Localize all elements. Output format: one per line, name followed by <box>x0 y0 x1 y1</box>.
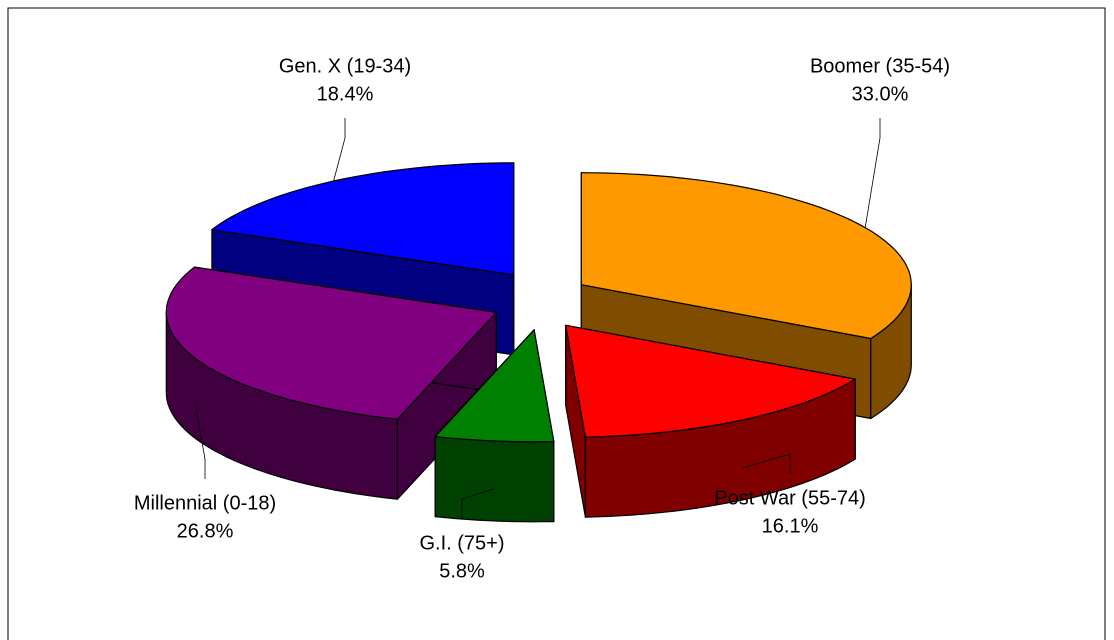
leader-line <box>333 118 346 182</box>
leader-line <box>742 453 791 474</box>
value-label: 16.1% <box>762 515 819 537</box>
leader-line <box>461 488 494 519</box>
leader-line <box>864 118 881 228</box>
slice-label: G.I. (75+) <box>419 532 504 554</box>
value-label: 5.8% <box>439 560 485 582</box>
slice-side <box>434 436 555 523</box>
value-label: 26.8% <box>177 520 234 542</box>
pie-slice <box>434 329 555 443</box>
pie-slice <box>565 324 856 438</box>
slice-label: Millennial (0-18) <box>134 492 276 514</box>
slice-label: Post War (55-74) <box>714 487 866 509</box>
slice <box>434 329 555 523</box>
slice-label: Boomer (35-54) <box>810 55 950 77</box>
slice-label: Gen. X (19-34) <box>279 55 411 77</box>
value-label: 18.4% <box>317 83 374 105</box>
slice <box>565 324 856 518</box>
leader-line <box>195 406 206 479</box>
pie-slice <box>165 266 497 420</box>
value-label: 33.0% <box>852 83 909 105</box>
slice <box>165 266 497 500</box>
